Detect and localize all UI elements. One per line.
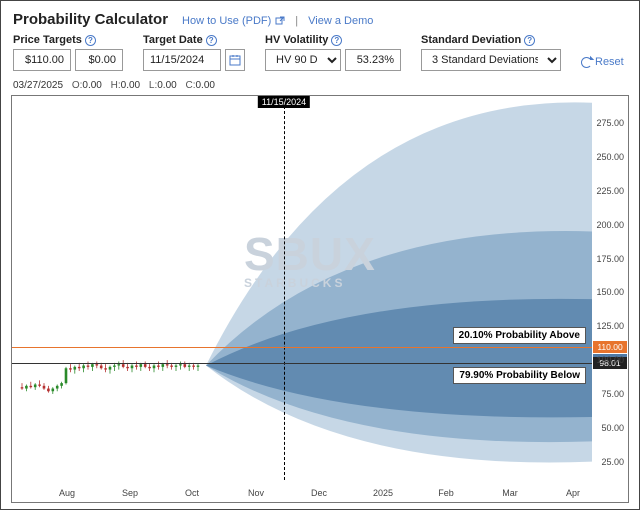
ytick: 75.00 <box>601 389 624 399</box>
xtick: Sep <box>122 488 138 498</box>
xtick: Oct <box>185 488 199 498</box>
prob-above-label: 20.10% Probability Above <box>453 327 586 344</box>
volatility-value-input[interactable] <box>345 49 401 71</box>
y-axis: 110.00 100.00 98.01 25.0050.0075.00100.0… <box>592 96 628 480</box>
target-date-flag: 11/15/2024 <box>258 96 310 108</box>
ytick: 250.00 <box>596 152 624 162</box>
help-icon[interactable]: ? <box>206 35 217 46</box>
ytick: 175.00 <box>596 254 624 264</box>
price-target-2-input[interactable] <box>75 49 123 71</box>
demo-link-label: View a Demo <box>308 15 373 27</box>
volatility-select[interactable]: HV 90 Day <box>265 49 341 71</box>
stddev-select[interactable]: 3 Standard Deviations <box>421 49 561 71</box>
popout-icon <box>275 16 285 26</box>
xtick: Aug <box>59 488 75 498</box>
ytick: 100.00 <box>596 355 624 365</box>
xtick: Mar <box>502 488 518 498</box>
reset-icon <box>581 57 592 68</box>
xtick: Feb <box>438 488 454 498</box>
price-targets-label: Price Targets <box>13 34 82 46</box>
help-icon[interactable]: ? <box>331 35 342 46</box>
reset-label: Reset <box>595 56 624 68</box>
x-axis: Aug Sep Oct Nov Dec 2025 Feb Mar Apr <box>12 480 592 502</box>
target-date-label: Target Date <box>143 34 203 46</box>
help-icon[interactable]: ? <box>85 35 96 46</box>
target-date-line[interactable] <box>284 96 285 480</box>
stddev-label: Standard Deviation <box>421 34 521 46</box>
howto-link-label: How to Use (PDF) <box>182 15 271 27</box>
ytick: 25.00 <box>601 457 624 467</box>
ohlc-o: 0.00 <box>82 80 101 91</box>
price-target-flag: 110.00 <box>593 341 627 353</box>
ohlc-l: 0.00 <box>157 80 176 91</box>
ohlc-h: 0.00 <box>121 80 140 91</box>
ytick: 50.00 <box>601 423 624 433</box>
help-icon[interactable]: ? <box>524 35 535 46</box>
howto-link[interactable]: How to Use (PDF) | View a Demo <box>182 15 373 27</box>
ytick: 200.00 <box>596 220 624 230</box>
price-target-1-input[interactable] <box>13 49 71 71</box>
price-target-line[interactable] <box>12 347 592 348</box>
ytick: 275.00 <box>596 118 624 128</box>
reset-button[interactable]: Reset <box>581 56 624 68</box>
ytick: 150.00 <box>596 287 624 297</box>
xtick: Nov <box>248 488 264 498</box>
target-date-input[interactable] <box>143 49 221 71</box>
ytick: 225.00 <box>596 186 624 196</box>
price-candles <box>12 96 592 480</box>
ohlc-readout: 03/27/2025 O:0.00 H:0.00 L:0.00 C:0.00 <box>1 79 639 91</box>
volatility-label: HV Volatility <box>265 34 328 46</box>
ohlc-date: 03/27/2025 <box>13 80 63 91</box>
calendar-icon[interactable] <box>225 49 245 71</box>
ohlc-c: 0.00 <box>196 80 215 91</box>
prob-below-label: 79.90% Probability Below <box>453 367 586 384</box>
chart: SBUX STARBUCKS 11/15/2024 20.10% Probabi… <box>11 95 629 503</box>
current-price-line <box>12 363 592 364</box>
header: Probability Calculator How to Use (PDF) … <box>1 1 639 32</box>
page-title: Probability Calculator <box>13 11 168 28</box>
xtick: 2025 <box>373 488 393 498</box>
xtick: Apr <box>566 488 580 498</box>
ytick: 125.00 <box>596 321 624 331</box>
controls-row: Price Targets? Target Date? HV Volatilit… <box>1 32 639 79</box>
xtick: Dec <box>311 488 327 498</box>
